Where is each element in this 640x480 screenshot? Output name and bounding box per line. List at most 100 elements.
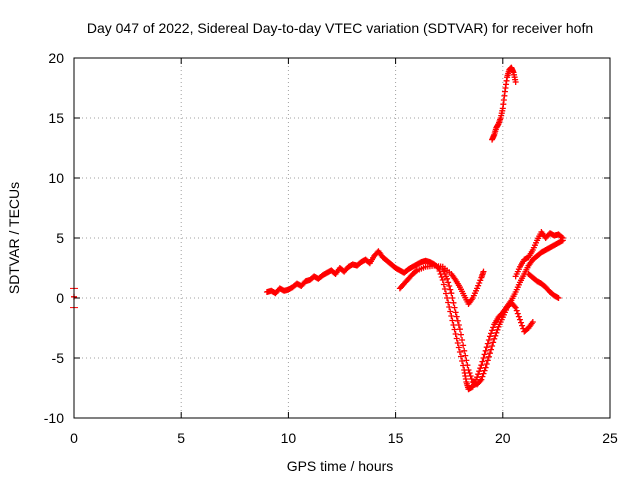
data-point	[457, 331, 464, 338]
data-point	[511, 303, 518, 310]
data-point	[475, 371, 482, 378]
data-points	[70, 64, 566, 393]
data-point	[482, 364, 489, 371]
data-point	[479, 373, 486, 380]
data-point	[494, 326, 501, 333]
data-point	[454, 317, 461, 324]
data-point	[451, 326, 458, 333]
x-tick-label: 15	[388, 430, 404, 446]
x-tick-label: 0	[70, 430, 78, 446]
data-point	[442, 290, 449, 297]
data-point	[449, 317, 456, 324]
data-point	[490, 324, 497, 331]
data-point	[439, 277, 446, 283]
data-point	[468, 376, 475, 382]
data-point	[513, 307, 520, 314]
data-point	[474, 285, 481, 292]
y-tick-label: 0	[56, 290, 64, 306]
data-point	[489, 343, 496, 349]
y-tick-label: 20	[48, 50, 64, 66]
data-point	[462, 352, 469, 359]
plot-frame	[73, 57, 611, 419]
data-point	[461, 347, 468, 354]
data-point	[484, 340, 491, 347]
data-point	[512, 79, 519, 85]
data-point	[448, 313, 455, 319]
data-point	[463, 357, 470, 364]
data-point	[476, 368, 483, 375]
data-point	[515, 313, 522, 320]
y-tick-label: -5	[52, 350, 65, 366]
y-axis-label: SDTVAR / TECUs	[6, 182, 22, 294]
data-point	[477, 365, 484, 372]
data-point	[488, 346, 495, 353]
data-point	[448, 290, 455, 297]
data-point	[518, 319, 525, 326]
data-point	[453, 313, 460, 320]
data-point	[445, 279, 452, 286]
data-point	[447, 308, 454, 315]
data-point	[465, 367, 472, 373]
data-point	[512, 304, 519, 311]
data-point	[444, 295, 451, 301]
data-point	[476, 280, 483, 286]
data-point	[446, 304, 453, 310]
data-point	[488, 330, 495, 337]
data-point	[450, 322, 457, 328]
data-point	[449, 295, 456, 301]
data-point	[444, 275, 451, 282]
data-point	[485, 353, 492, 360]
data-point	[516, 316, 523, 323]
data-point	[466, 370, 473, 376]
data-point	[475, 282, 482, 289]
data-point	[477, 277, 484, 284]
data-point	[467, 373, 474, 379]
data-point	[459, 337, 466, 343]
data-point	[457, 353, 464, 360]
data-point	[454, 340, 461, 346]
data-point	[484, 357, 491, 364]
data-point	[483, 344, 490, 351]
data-point	[455, 344, 462, 351]
data-point	[445, 299, 452, 306]
data-point	[474, 374, 481, 381]
data-point	[452, 309, 459, 316]
data-point	[451, 304, 458, 311]
data-point	[447, 286, 454, 293]
data-point	[490, 339, 497, 346]
grid-layer	[74, 58, 610, 418]
x-tick-label: 20	[495, 430, 511, 446]
y-tick-label: -10	[44, 410, 64, 426]
data-point	[486, 350, 493, 357]
data-point	[477, 377, 484, 384]
data-point	[483, 361, 490, 367]
chart-title: Day 047 of 2022, Sidereal Day-to-day VTE…	[87, 20, 593, 36]
data-point	[480, 370, 487, 377]
data-point	[453, 335, 460, 342]
data-point	[481, 367, 488, 374]
data-point	[485, 337, 492, 343]
data-point	[514, 310, 521, 317]
data-point	[519, 322, 526, 329]
data-point	[478, 376, 485, 383]
data-point	[456, 326, 463, 333]
x-tick-label: 5	[177, 430, 185, 446]
data-point	[492, 332, 499, 339]
data-point	[480, 355, 487, 361]
data-point	[480, 268, 487, 275]
y-tick-label: 10	[48, 170, 64, 186]
data-point	[452, 331, 459, 337]
data-point	[441, 286, 448, 292]
data-point	[481, 351, 488, 358]
data-point	[559, 235, 566, 241]
data-point	[478, 362, 485, 369]
data-point	[558, 234, 565, 241]
data-point	[479, 358, 486, 365]
data-point	[529, 319, 536, 325]
data-point	[450, 299, 457, 306]
data-point	[491, 335, 498, 342]
x-tick-label: 25	[602, 430, 618, 446]
y-tick-label: 5	[56, 230, 64, 246]
x-axis-label: GPS time / hours	[287, 458, 394, 474]
